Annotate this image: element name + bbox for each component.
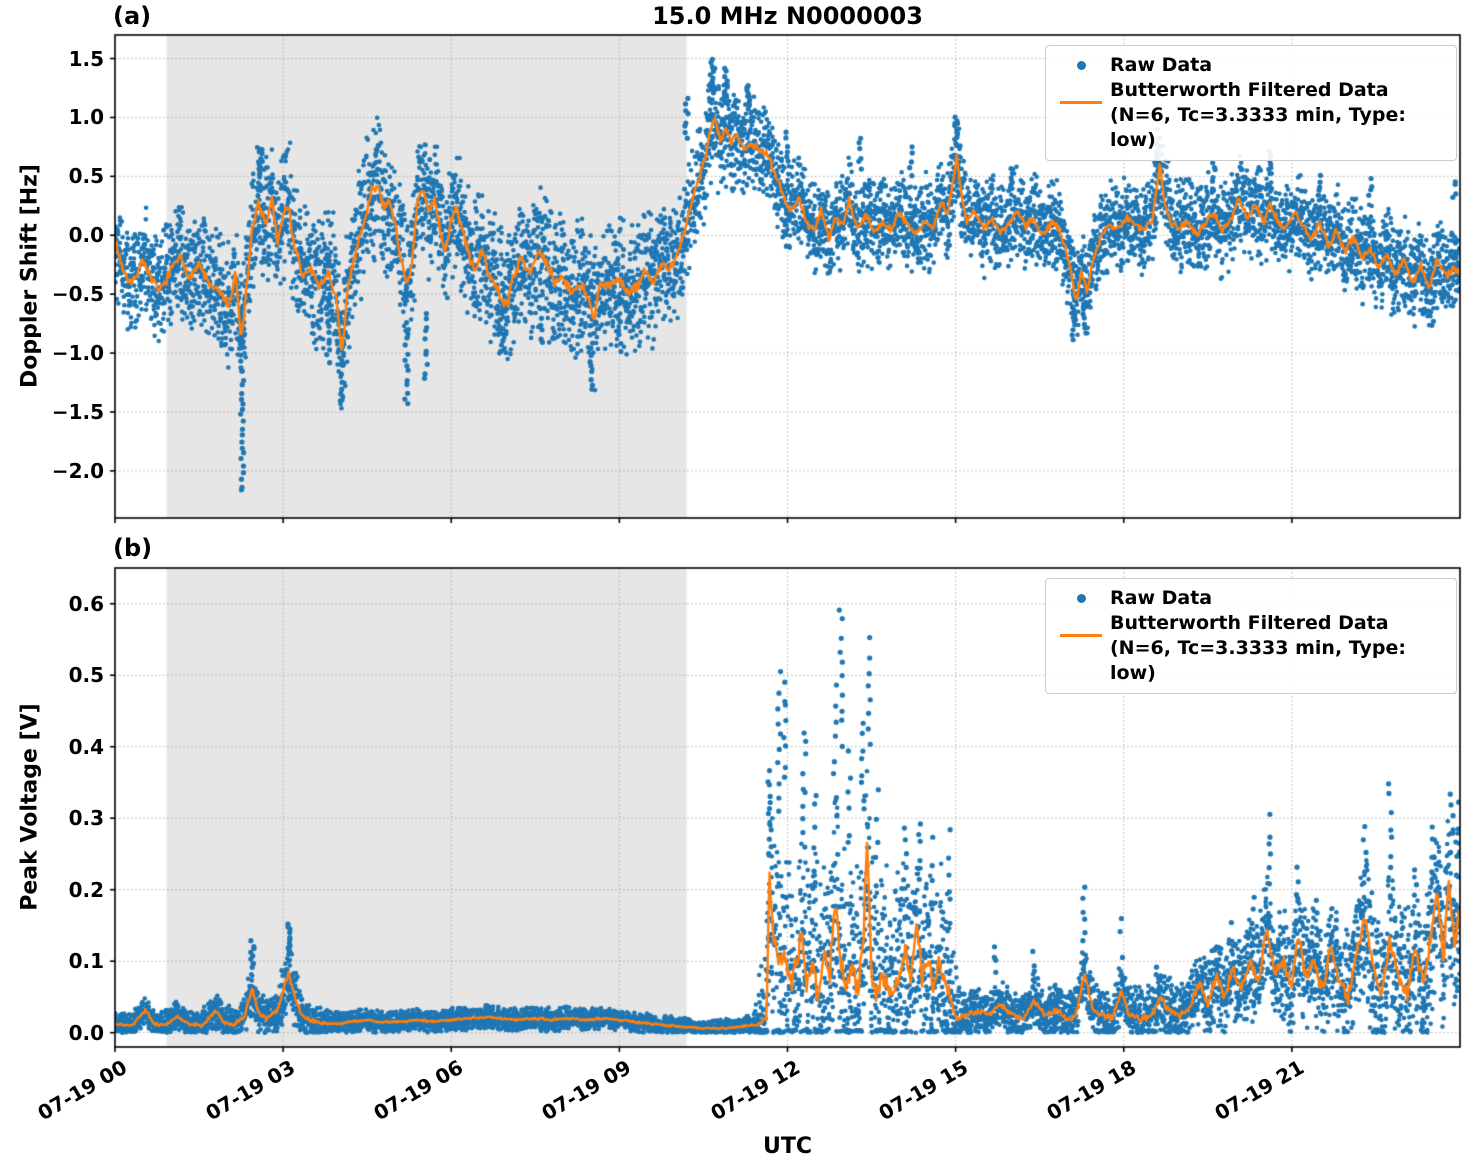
y-tick-label: −1.0	[51, 341, 104, 366]
legend-label: Butterworth Filtered Data (N=6, Tc=3.3333…	[1110, 611, 1446, 686]
dot-marker-icon	[1076, 61, 1086, 70]
y-tick-label: 0.6	[68, 591, 104, 616]
y-tick-label: −0.5	[51, 282, 104, 307]
legend-label: Raw Data	[1110, 54, 1213, 76]
line-marker-icon	[1060, 101, 1102, 104]
y-tick-label: 0.3	[68, 806, 104, 831]
y-tick-label: 0.1	[68, 949, 104, 974]
legend-item-raw-data: Raw Data	[1052, 53, 1446, 78]
legend-label: Raw Data	[1110, 587, 1213, 609]
y-tick-label: 0.0	[68, 223, 104, 248]
y-tick-label: 0.5	[68, 663, 104, 688]
legend-item-butterworth-filtered-data: Butterworth Filtered Data (N=6, Tc=3.3333…	[1052, 78, 1446, 153]
legend-label-line2: (N=6, Tc=3.3333 min, Type: low)	[1110, 637, 1406, 684]
legend-label: Butterworth Filtered Data (N=6, Tc=3.3333…	[1110, 78, 1446, 153]
filtered-line-icon	[1052, 78, 1110, 104]
y-tick-label: 0.5	[68, 164, 104, 189]
legend-label-line2: (N=6, Tc=3.3333 min, Type: low)	[1110, 104, 1406, 151]
y-tick-label: 0.2	[68, 877, 104, 902]
filtered-line-icon	[1052, 611, 1110, 637]
legend: Raw Data Butterworth Filtered Data (N=6, T…	[1045, 45, 1457, 161]
panel-label-b: (b)	[113, 534, 153, 562]
x-axis-label: UTC	[762, 1134, 813, 1159]
line-marker-icon	[1060, 634, 1102, 637]
legend-item-raw-data: Raw Data	[1052, 586, 1446, 611]
y-tick-label: 0.0	[68, 1020, 104, 1045]
chart-title: 15.0 MHz N0000003	[652, 2, 923, 30]
raw-data-dot-icon	[1052, 53, 1110, 70]
raw-data-dot-icon	[1052, 586, 1110, 603]
legend-item-butterworth-filtered-data: Butterworth Filtered Data (N=6, Tc=3.3333…	[1052, 611, 1446, 686]
legend: Raw Data Butterworth Filtered Data (N=6, T…	[1045, 578, 1457, 694]
y-tick-label: −1.5	[51, 399, 104, 424]
y-tick-label: 1.5	[68, 46, 104, 71]
y-tick-label: 1.0	[68, 105, 104, 130]
panel-label-a: (a)	[113, 2, 152, 30]
y-tick-label: −2.0	[51, 458, 104, 483]
dot-marker-icon	[1076, 594, 1086, 603]
y-tick-label: 0.4	[68, 734, 104, 759]
